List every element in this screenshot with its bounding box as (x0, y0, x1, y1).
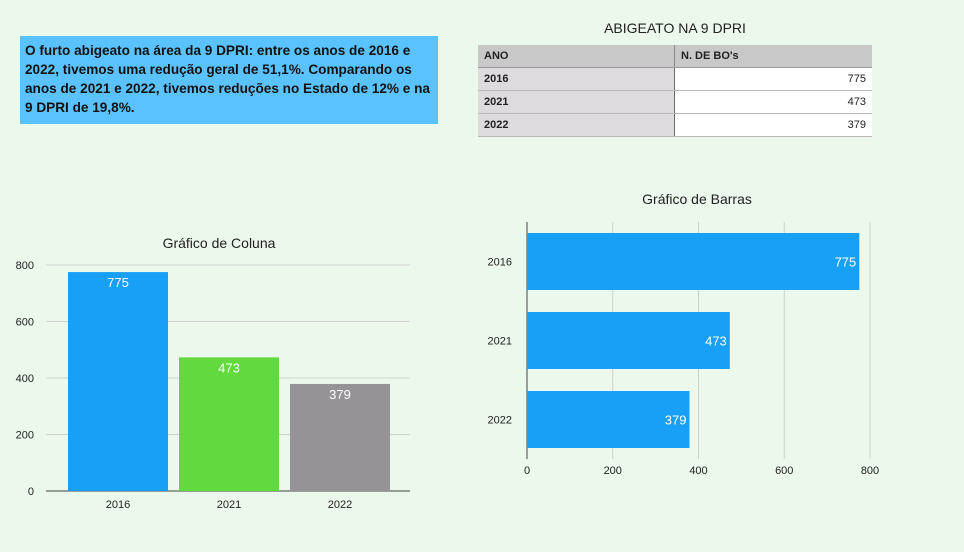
column-bar (290, 383, 390, 491)
bar-y-tick-label: 2022 (488, 415, 512, 427)
bar-x-tick-label: 600 (775, 465, 793, 477)
column-header-year: ANO (478, 45, 675, 68)
column-data-label: 379 (329, 387, 351, 402)
column-data-label: 473 (218, 360, 240, 375)
bar-chart-title: Gráfico de Barras (642, 191, 752, 207)
table-row: 2021 473 (478, 90, 872, 114)
summary-note-text: O furto abigeato na área da 9 DPRI: entr… (25, 43, 430, 115)
bar-y-tick-label: 2016 (488, 257, 512, 269)
table-row: 2016 775 (478, 67, 872, 91)
column-x-tick-label: 2016 (106, 499, 130, 511)
bar-bar (527, 233, 860, 290)
column-data-label: 775 (107, 275, 129, 290)
column-x-tick-label: 2021 (217, 499, 241, 511)
year-cell: 2016 (478, 67, 675, 91)
bar-data-label: 775 (835, 255, 857, 270)
count-cell: 775 (674, 67, 872, 91)
bar-bar (527, 312, 730, 369)
column-header-count: N. DE BO's (674, 45, 872, 68)
bar-data-label: 473 (705, 334, 727, 349)
column-x-tick-label: 2022 (328, 499, 352, 511)
count-cell: 473 (674, 90, 872, 114)
column-y-tick-label: 0 (28, 486, 34, 498)
bar-x-tick-label: 400 (689, 465, 707, 477)
count-cell: 379 (674, 113, 872, 137)
table-title: ABIGEATO NA 9 DPRI (604, 20, 746, 36)
bar-bar (527, 391, 690, 448)
column-bar (68, 272, 168, 491)
bar-x-tick-label: 800 (861, 465, 879, 477)
column-chart-title: Gráfico de Coluna (163, 235, 276, 251)
year-cell: 2021 (478, 90, 675, 114)
table-row: 2022 379 (478, 113, 872, 137)
bar-y-tick-label: 2021 (488, 336, 512, 348)
column-y-tick-label: 200 (16, 430, 34, 442)
bar-x-tick-label: 200 (604, 465, 622, 477)
bar-data-label: 379 (665, 413, 687, 428)
column-y-tick-label: 800 (16, 260, 34, 272)
data-table: ANO N. DE BO's 2016 775 2021 473 2022 37… (478, 45, 872, 137)
summary-note: O furto abigeato na área da 9 DPRI: entr… (20, 36, 438, 124)
bar-x-tick-label: 0 (524, 465, 530, 477)
column-y-tick-label: 400 (16, 373, 34, 385)
year-cell: 2022 (478, 113, 675, 137)
table-header-row: ANO N. DE BO's (478, 45, 872, 68)
column-bar (179, 357, 279, 491)
column-y-tick-label: 600 (16, 317, 34, 329)
